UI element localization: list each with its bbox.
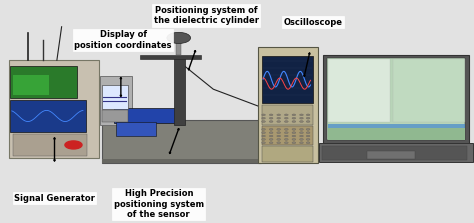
FancyBboxPatch shape bbox=[100, 76, 132, 125]
Circle shape bbox=[300, 128, 303, 130]
Circle shape bbox=[277, 142, 281, 144]
Circle shape bbox=[284, 121, 288, 122]
Circle shape bbox=[262, 121, 265, 122]
Text: Display of
position coordinates: Display of position coordinates bbox=[74, 31, 172, 50]
Circle shape bbox=[292, 135, 296, 137]
FancyBboxPatch shape bbox=[262, 56, 313, 103]
Circle shape bbox=[284, 114, 288, 116]
Circle shape bbox=[65, 141, 82, 149]
Circle shape bbox=[300, 121, 303, 122]
Circle shape bbox=[284, 117, 288, 119]
Circle shape bbox=[306, 132, 310, 134]
Circle shape bbox=[277, 135, 281, 137]
Circle shape bbox=[277, 114, 281, 116]
Circle shape bbox=[269, 132, 273, 134]
Circle shape bbox=[269, 128, 273, 130]
Circle shape bbox=[262, 132, 265, 134]
FancyBboxPatch shape bbox=[10, 100, 86, 132]
FancyBboxPatch shape bbox=[102, 85, 128, 109]
Circle shape bbox=[306, 121, 310, 122]
Circle shape bbox=[306, 135, 310, 137]
Text: Signal Generator: Signal Generator bbox=[14, 194, 95, 203]
FancyBboxPatch shape bbox=[102, 110, 128, 122]
FancyBboxPatch shape bbox=[327, 58, 465, 140]
FancyBboxPatch shape bbox=[328, 124, 465, 128]
Circle shape bbox=[292, 142, 296, 144]
Circle shape bbox=[284, 135, 288, 137]
FancyBboxPatch shape bbox=[114, 108, 182, 123]
FancyBboxPatch shape bbox=[328, 128, 465, 140]
FancyBboxPatch shape bbox=[13, 75, 49, 95]
Circle shape bbox=[306, 114, 310, 116]
Circle shape bbox=[277, 117, 281, 119]
Circle shape bbox=[262, 142, 265, 144]
Circle shape bbox=[277, 132, 281, 134]
Circle shape bbox=[292, 117, 296, 119]
FancyBboxPatch shape bbox=[262, 105, 313, 125]
FancyBboxPatch shape bbox=[9, 60, 99, 158]
Circle shape bbox=[292, 121, 296, 122]
Circle shape bbox=[167, 32, 191, 43]
Circle shape bbox=[300, 135, 303, 137]
Circle shape bbox=[262, 135, 265, 137]
Circle shape bbox=[277, 138, 281, 140]
FancyBboxPatch shape bbox=[262, 126, 313, 145]
Circle shape bbox=[300, 138, 303, 140]
FancyBboxPatch shape bbox=[367, 151, 415, 159]
FancyBboxPatch shape bbox=[262, 146, 313, 162]
Circle shape bbox=[269, 121, 273, 122]
Circle shape bbox=[292, 128, 296, 130]
Circle shape bbox=[269, 114, 273, 116]
Circle shape bbox=[262, 138, 265, 140]
FancyBboxPatch shape bbox=[176, 41, 181, 55]
Circle shape bbox=[277, 128, 281, 130]
Circle shape bbox=[292, 132, 296, 134]
FancyBboxPatch shape bbox=[258, 47, 318, 163]
Circle shape bbox=[284, 142, 288, 144]
Circle shape bbox=[300, 142, 303, 144]
Circle shape bbox=[269, 142, 273, 144]
Circle shape bbox=[306, 138, 310, 140]
Circle shape bbox=[306, 128, 310, 130]
Circle shape bbox=[292, 138, 296, 140]
FancyBboxPatch shape bbox=[102, 159, 261, 163]
Circle shape bbox=[284, 128, 288, 130]
Circle shape bbox=[277, 121, 281, 122]
FancyBboxPatch shape bbox=[10, 66, 77, 98]
FancyBboxPatch shape bbox=[319, 143, 473, 162]
Circle shape bbox=[262, 128, 265, 130]
Circle shape bbox=[306, 142, 310, 144]
FancyBboxPatch shape bbox=[323, 55, 469, 144]
FancyBboxPatch shape bbox=[140, 55, 201, 59]
Circle shape bbox=[269, 117, 273, 119]
Circle shape bbox=[292, 114, 296, 116]
Circle shape bbox=[300, 114, 303, 116]
Text: Positioning system of
the dielectric cylinder: Positioning system of the dielectric cyl… bbox=[154, 6, 259, 25]
Text: Oscilloscope: Oscilloscope bbox=[283, 18, 342, 27]
Circle shape bbox=[284, 138, 288, 140]
Circle shape bbox=[300, 117, 303, 119]
FancyBboxPatch shape bbox=[102, 120, 261, 163]
Circle shape bbox=[269, 138, 273, 140]
FancyBboxPatch shape bbox=[116, 122, 156, 136]
FancyBboxPatch shape bbox=[328, 59, 390, 122]
Circle shape bbox=[300, 132, 303, 134]
FancyBboxPatch shape bbox=[393, 59, 465, 122]
Circle shape bbox=[269, 135, 273, 137]
Text: High Precision
positioning system
of the sensor: High Precision positioning system of the… bbox=[114, 189, 204, 219]
FancyBboxPatch shape bbox=[13, 134, 87, 156]
Circle shape bbox=[284, 132, 288, 134]
Circle shape bbox=[262, 114, 265, 116]
Circle shape bbox=[262, 117, 265, 119]
Circle shape bbox=[306, 117, 310, 119]
FancyBboxPatch shape bbox=[174, 56, 185, 125]
FancyBboxPatch shape bbox=[322, 146, 467, 160]
